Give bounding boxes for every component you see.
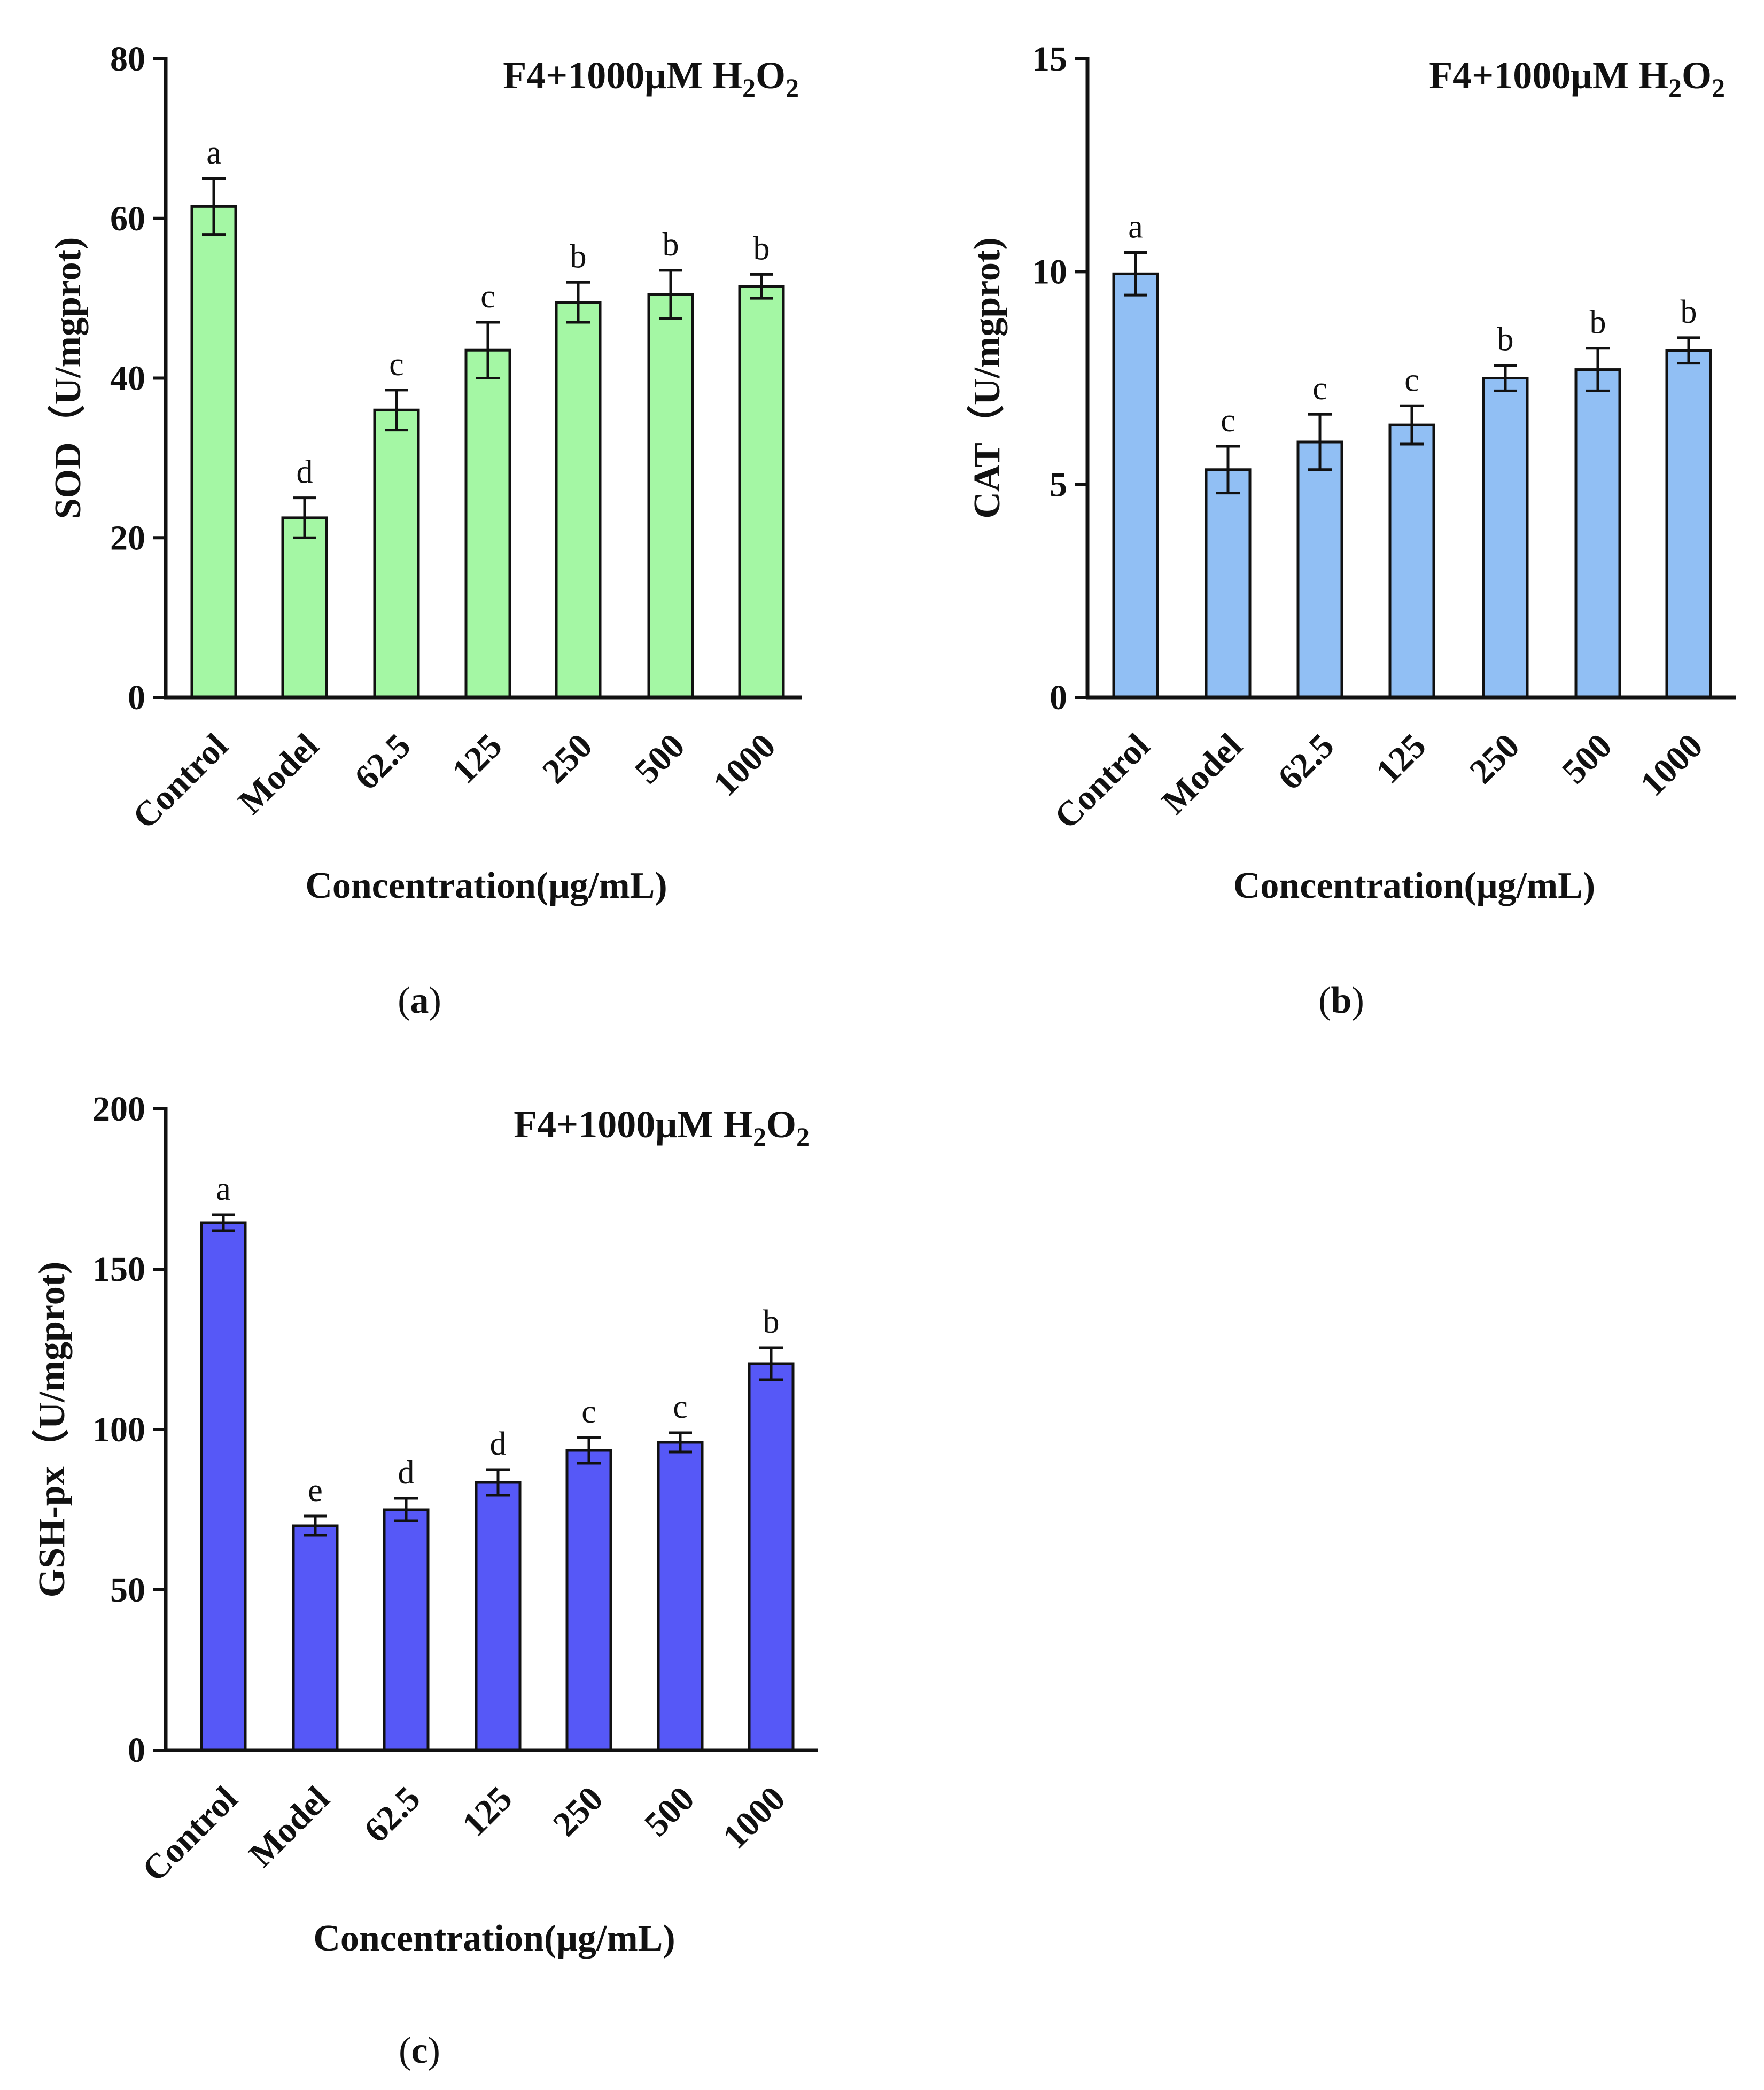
significance-label: b <box>763 1304 780 1340</box>
y-tick-label: 0 <box>128 1731 145 1770</box>
bar-250 <box>1482 377 1529 699</box>
x-tick-label: 1000 <box>706 726 783 804</box>
bar-500 <box>1574 368 1621 699</box>
bar-Control <box>1112 272 1159 699</box>
y-tick-label: 15 <box>1032 40 1067 79</box>
x-axis-title: Concentration(μg/mL) <box>313 1918 675 1959</box>
y-tick-label: 5 <box>1050 465 1067 504</box>
panel-label: (c) <box>399 2030 440 2071</box>
bar-500 <box>657 1441 704 1752</box>
bar-62.5 <box>1296 440 1343 699</box>
x-tick-label: Model <box>242 1779 337 1875</box>
y-tick-label: 150 <box>92 1250 145 1289</box>
x-tick-label: 500 <box>1555 726 1620 791</box>
significance-label: c <box>480 278 495 315</box>
x-tick-label: 62.5 <box>1270 726 1341 797</box>
y-tick-label: 20 <box>110 518 145 557</box>
significance-label: b <box>753 230 770 267</box>
y-tick-label: 50 <box>110 1571 145 1610</box>
significance-label: a <box>216 1171 231 1207</box>
x-tick-label: Model <box>1154 726 1250 822</box>
bar-250 <box>555 301 602 699</box>
chart-title: F4+1000μM H2O2 <box>1429 54 1725 103</box>
y-tick-label: 80 <box>110 40 145 79</box>
significance-label: c <box>389 346 404 383</box>
x-tick-label: 125 <box>445 726 510 791</box>
x-tick-label: 250 <box>546 1779 611 1844</box>
y-axis-title: SOD（U/mgprot) <box>47 237 89 519</box>
chart-panel-a: a Control d Model c 62.5 c 125 b 250 b 500 b 1000 0 20 4… <box>47 40 802 1021</box>
significance-label: c <box>1221 402 1235 439</box>
x-tick-label: Control <box>135 1779 245 1889</box>
significance-label: c <box>1312 370 1327 407</box>
bar-62.5 <box>373 408 420 699</box>
bar-62.5 <box>383 1508 430 1752</box>
y-tick-label: 40 <box>110 359 145 398</box>
x-tick-label: 250 <box>535 726 600 791</box>
chart-panel-c: a Control e Model d 62.5 d 125 c 250 c 500 b 1000 0 50 1… <box>31 1090 818 2071</box>
chart-title: F4+1000μM H2O2 <box>514 1103 810 1152</box>
y-tick-label: 200 <box>92 1090 145 1129</box>
bar-Model <box>1205 468 1252 699</box>
y-tick-label: 10 <box>1032 252 1067 291</box>
significance-label: b <box>663 227 679 263</box>
x-tick-label: 62.5 <box>347 726 418 797</box>
significance-label: b <box>1681 294 1697 330</box>
significance-label: c <box>581 1394 596 1430</box>
significance-label: d <box>398 1455 415 1491</box>
bar-Control <box>200 1221 247 1752</box>
x-tick-label: 62.5 <box>356 1779 428 1850</box>
y-axis-title: CAT（U/mgprot) <box>966 237 1008 518</box>
significance-label: a <box>206 135 221 171</box>
bar-1000 <box>1665 349 1712 699</box>
x-tick-label: 125 <box>455 1779 520 1844</box>
significance-label: d <box>297 454 313 491</box>
y-axis-title: GSH-px（U/mgprot) <box>31 1262 73 1598</box>
x-axis-title: Concentration(μg/mL) <box>1233 865 1595 906</box>
y-tick-label: 0 <box>128 678 145 717</box>
bar-500 <box>647 293 694 699</box>
bar-125 <box>1388 423 1435 699</box>
bar-1000 <box>748 1362 795 1752</box>
x-axis-title: Concentration(μg/mL) <box>305 865 667 906</box>
significance-label: e <box>308 1472 323 1509</box>
x-tick-label: 500 <box>627 726 693 791</box>
bar-Model <box>281 516 328 699</box>
significance-label: d <box>490 1426 507 1462</box>
significance-label: a <box>1128 208 1143 245</box>
x-tick-label: 125 <box>1369 726 1434 791</box>
chart-title: F4+1000μM H2O2 <box>503 54 799 103</box>
bar-1000 <box>738 285 785 699</box>
y-tick-label: 0 <box>1050 678 1067 717</box>
x-tick-label: 500 <box>637 1779 702 1844</box>
bar-125 <box>464 348 511 699</box>
bar-Model <box>292 1524 339 1752</box>
y-tick-label: 100 <box>92 1410 145 1449</box>
significance-label: c <box>1404 362 1419 398</box>
bar-Control <box>190 205 237 699</box>
panel-label: (a) <box>398 980 441 1021</box>
y-tick-label: 60 <box>110 199 145 238</box>
x-tick-label: 1000 <box>1633 726 1711 804</box>
x-tick-label: Control <box>1047 726 1157 836</box>
x-tick-label: Model <box>231 726 327 822</box>
bar-125 <box>475 1481 522 1752</box>
x-tick-label: 250 <box>1462 726 1527 791</box>
panel-label: (b) <box>1318 980 1364 1021</box>
significance-label: b <box>1590 305 1606 341</box>
chart-panel-b: a Control c Model c 62.5 c 125 b 250 b 500 b 1000 0 5 10… <box>966 40 1736 1021</box>
significance-label: c <box>673 1389 688 1425</box>
significance-label: b <box>1497 322 1514 358</box>
x-tick-label: 1000 <box>716 1779 793 1856</box>
bar-250 <box>565 1449 612 1752</box>
x-tick-label: Control <box>125 726 235 836</box>
significance-label: b <box>570 238 587 275</box>
